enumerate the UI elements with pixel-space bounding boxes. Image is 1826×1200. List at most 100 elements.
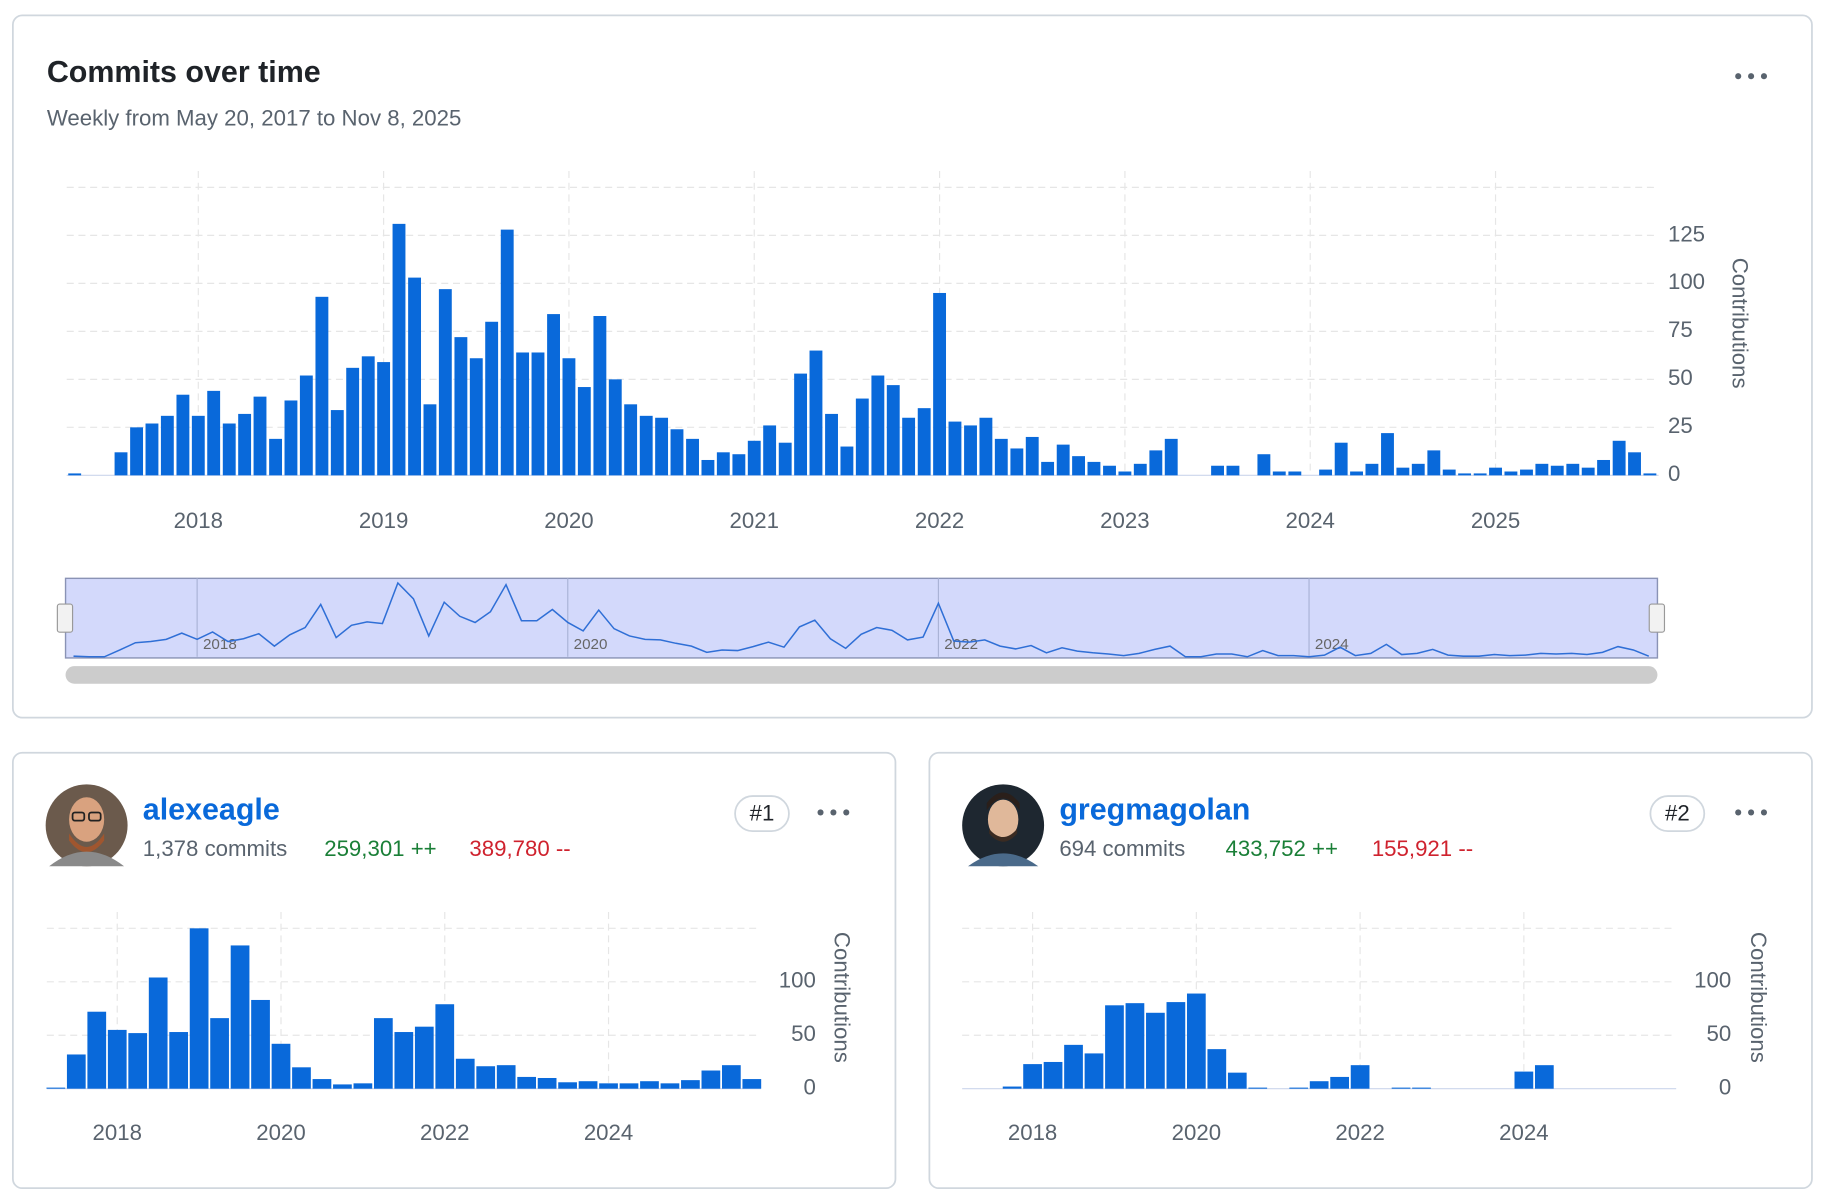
bar	[917, 408, 931, 476]
bar	[1597, 459, 1611, 476]
bar	[271, 1043, 291, 1089]
bar	[1164, 438, 1178, 476]
bar	[660, 1083, 680, 1089]
bar	[1226, 465, 1240, 476]
bar	[377, 362, 391, 476]
bar	[373, 1018, 393, 1089]
x-tick-label: 2023	[1100, 508, 1149, 533]
bar	[1056, 444, 1070, 476]
y-tick-label: 0	[1719, 1075, 1731, 1100]
bar	[902, 417, 916, 476]
bar	[933, 292, 947, 476]
navigator-line	[73, 581, 1650, 658]
bar	[1628, 452, 1641, 476]
bar	[578, 1081, 598, 1089]
bar	[1520, 469, 1533, 476]
bar	[840, 446, 854, 476]
x-tick-label: 2025	[1471, 508, 1520, 533]
y-tick-label: 100	[779, 968, 816, 993]
username[interactable]: gregmagolan	[1059, 792, 1250, 826]
bar	[46, 1087, 66, 1089]
y-tick-label: 25	[1668, 413, 1693, 438]
bar	[732, 454, 746, 476]
bar	[599, 1083, 618, 1089]
range-handle[interactable]	[56, 603, 74, 633]
bar	[191, 415, 205, 476]
commit-count[interactable]: 694 commits	[1059, 836, 1185, 861]
bar	[455, 1058, 475, 1089]
username[interactable]: alexeagle	[143, 792, 280, 826]
scrollbar[interactable]	[65, 666, 1658, 684]
bar	[1289, 1087, 1309, 1089]
y-tick-label: 100	[1668, 269, 1705, 294]
commit-count[interactable]: 1,378 commits	[143, 836, 287, 861]
bar	[353, 1083, 373, 1089]
rank: #1	[750, 801, 775, 826]
bar	[1043, 1061, 1063, 1089]
bar	[794, 373, 808, 476]
bar	[1391, 1087, 1411, 1089]
bar	[500, 229, 514, 476]
bar	[1118, 471, 1132, 476]
more-button[interactable]	[1735, 73, 1768, 80]
navigator[interactable]	[64, 577, 1659, 659]
bar	[299, 375, 313, 476]
bar	[1272, 471, 1286, 476]
avatar[interactable]	[45, 784, 128, 867]
bar	[1458, 473, 1472, 476]
bar	[1427, 450, 1441, 476]
more-button[interactable]	[1735, 809, 1768, 816]
navigator-label: 2024	[1315, 636, 1349, 653]
bar	[1227, 1072, 1247, 1089]
bar	[1350, 1065, 1370, 1089]
y-axis-title: Contributions	[830, 932, 855, 1063]
bar	[222, 423, 236, 476]
bar	[763, 425, 777, 476]
navigator-label: 2020	[574, 636, 608, 653]
bar	[1350, 471, 1363, 476]
y-tick-label: 50	[1706, 1021, 1731, 1046]
bar	[1643, 473, 1657, 476]
bar	[1581, 467, 1595, 476]
bar	[1002, 1086, 1022, 1089]
x-tick-label: 2018	[93, 1120, 142, 1145]
bar	[655, 417, 669, 476]
x-tick-label: 2022	[915, 508, 964, 533]
bar	[1105, 1005, 1124, 1089]
bar	[128, 1033, 148, 1089]
bar	[516, 352, 530, 476]
x-tick-label: 2020	[1172, 1120, 1221, 1145]
bar	[1566, 463, 1580, 476]
more-button[interactable]	[817, 809, 850, 816]
bar	[948, 421, 962, 476]
bar	[1288, 471, 1302, 476]
bar	[1442, 469, 1456, 476]
bar	[1473, 473, 1487, 476]
y-tick-label: 125	[1668, 221, 1705, 246]
bar	[114, 452, 128, 476]
bar	[547, 314, 560, 476]
y-tick-label: 0	[803, 1075, 815, 1100]
avatar[interactable]	[962, 784, 1045, 867]
bar	[1103, 465, 1116, 476]
bar	[230, 945, 250, 1089]
chart-subtitle: Weekly from May 20, 2017 to Nov 8, 2025	[47, 105, 462, 130]
y-tick-label: 50	[1668, 365, 1693, 390]
y-tick-label: 100	[1694, 968, 1731, 993]
navigator-label: 2022	[944, 636, 978, 653]
bar	[68, 473, 82, 476]
bar	[392, 223, 406, 476]
bar	[747, 440, 761, 476]
bar	[1166, 1002, 1186, 1089]
bar	[670, 429, 684, 476]
bar	[1411, 463, 1425, 476]
bar	[1319, 469, 1333, 476]
bar	[681, 1080, 700, 1089]
bar	[640, 1081, 659, 1089]
bar	[1504, 471, 1518, 476]
range-handle[interactable]	[1648, 603, 1666, 633]
bar	[562, 358, 576, 476]
bar	[619, 1083, 639, 1089]
y-tick-label: 75	[1668, 317, 1693, 342]
